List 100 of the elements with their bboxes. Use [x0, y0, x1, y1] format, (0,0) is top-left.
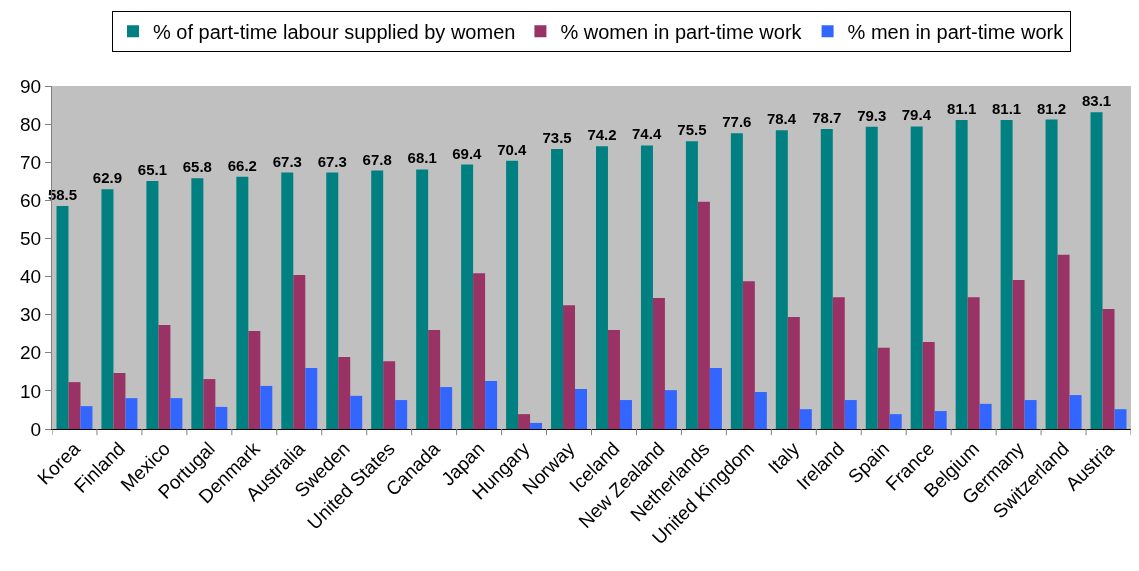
bar [260, 385, 273, 429]
bar [1090, 112, 1103, 429]
y-tick-label: 80 [20, 113, 42, 135]
data-label: 66.2 [227, 156, 257, 174]
bar [775, 130, 788, 429]
bar [326, 172, 339, 429]
bar [473, 273, 486, 429]
bar [506, 160, 519, 429]
bar [742, 281, 755, 429]
bar [125, 398, 138, 429]
y-tick-label: 70 [20, 151, 42, 173]
bar [350, 395, 363, 429]
data-label: 79.4 [901, 106, 932, 124]
bar [697, 201, 710, 429]
bar [203, 379, 216, 429]
y-tick-label: 20 [20, 342, 42, 364]
data-label: 75.5 [677, 121, 707, 139]
y-tick-label: 10 [20, 380, 42, 402]
legend-label: % women in part-time work [560, 21, 803, 43]
data-label: 67.3 [272, 152, 302, 170]
bar [146, 180, 159, 429]
data-label: 83.1 [1081, 92, 1112, 110]
bar [80, 406, 93, 429]
data-label: 69.4 [452, 144, 483, 162]
bar [1012, 279, 1025, 429]
bar [461, 164, 474, 429]
bar [215, 406, 228, 429]
bar [1069, 395, 1082, 429]
bar [1057, 254, 1070, 429]
y-tick-label: 90 [20, 75, 42, 97]
bar [1102, 308, 1115, 429]
bar [113, 372, 126, 429]
legend-label: % men in part-time work [847, 21, 1065, 43]
bar [1045, 119, 1058, 429]
bar [575, 388, 587, 429]
bar [158, 324, 171, 429]
data-label: 73.5 [542, 128, 572, 146]
bar [395, 400, 408, 429]
bar [1114, 409, 1127, 429]
y-tick-label: 60 [20, 189, 42, 211]
bar [607, 329, 620, 429]
data-label: 67.8 [362, 150, 392, 168]
bar [518, 414, 531, 429]
bar [485, 380, 498, 429]
bar [889, 414, 902, 429]
y-tick-label: 0 [30, 418, 42, 440]
bar [619, 400, 632, 429]
data-label: 81.1 [947, 99, 977, 117]
data-label: 68.1 [407, 149, 437, 167]
bar [832, 297, 845, 429]
bar [530, 422, 543, 429]
bar [979, 403, 992, 429]
bar [844, 400, 857, 429]
bar [934, 411, 947, 429]
bar [551, 148, 564, 429]
data-label: 81.2 [1036, 99, 1067, 117]
bar [799, 409, 812, 429]
bar [416, 169, 429, 429]
y-tick-label: 30 [20, 304, 42, 326]
data-label: 62.9 [92, 169, 123, 187]
bar [56, 206, 69, 429]
bar [371, 170, 384, 429]
bar [1000, 119, 1013, 429]
bar [877, 347, 890, 429]
bar [170, 398, 183, 429]
bar [652, 297, 665, 429]
data-label: 65.8 [182, 158, 212, 176]
bar [955, 119, 968, 429]
bar [236, 176, 249, 429]
bar [338, 356, 351, 429]
bar [640, 145, 653, 429]
bar [1024, 400, 1037, 429]
bar [68, 382, 81, 429]
bar [754, 392, 767, 429]
bar [664, 390, 677, 429]
bar [428, 329, 441, 429]
bar [967, 297, 980, 429]
data-label: 65.1 [137, 160, 168, 178]
bar [596, 146, 608, 429]
bar [281, 172, 294, 429]
bar [440, 387, 453, 429]
data-label: 81.1 [992, 99, 1022, 117]
bar [922, 342, 935, 429]
data-label: 74.4 [632, 125, 662, 143]
data-label: 78.7 [812, 109, 842, 127]
bar [910, 126, 923, 429]
bar [730, 133, 743, 429]
bar [685, 141, 698, 429]
bar [248, 331, 261, 429]
bar [293, 275, 306, 429]
bar [101, 189, 114, 429]
data-label: 58.5 [47, 186, 78, 204]
y-tick-label: 40 [20, 266, 42, 288]
data-label: 74.2 [587, 126, 617, 144]
bar [820, 129, 833, 429]
data-label: 79.3 [857, 106, 887, 124]
data-label: 70.4 [497, 140, 527, 158]
bar [191, 178, 204, 429]
bar [305, 368, 318, 429]
bar [787, 316, 800, 429]
